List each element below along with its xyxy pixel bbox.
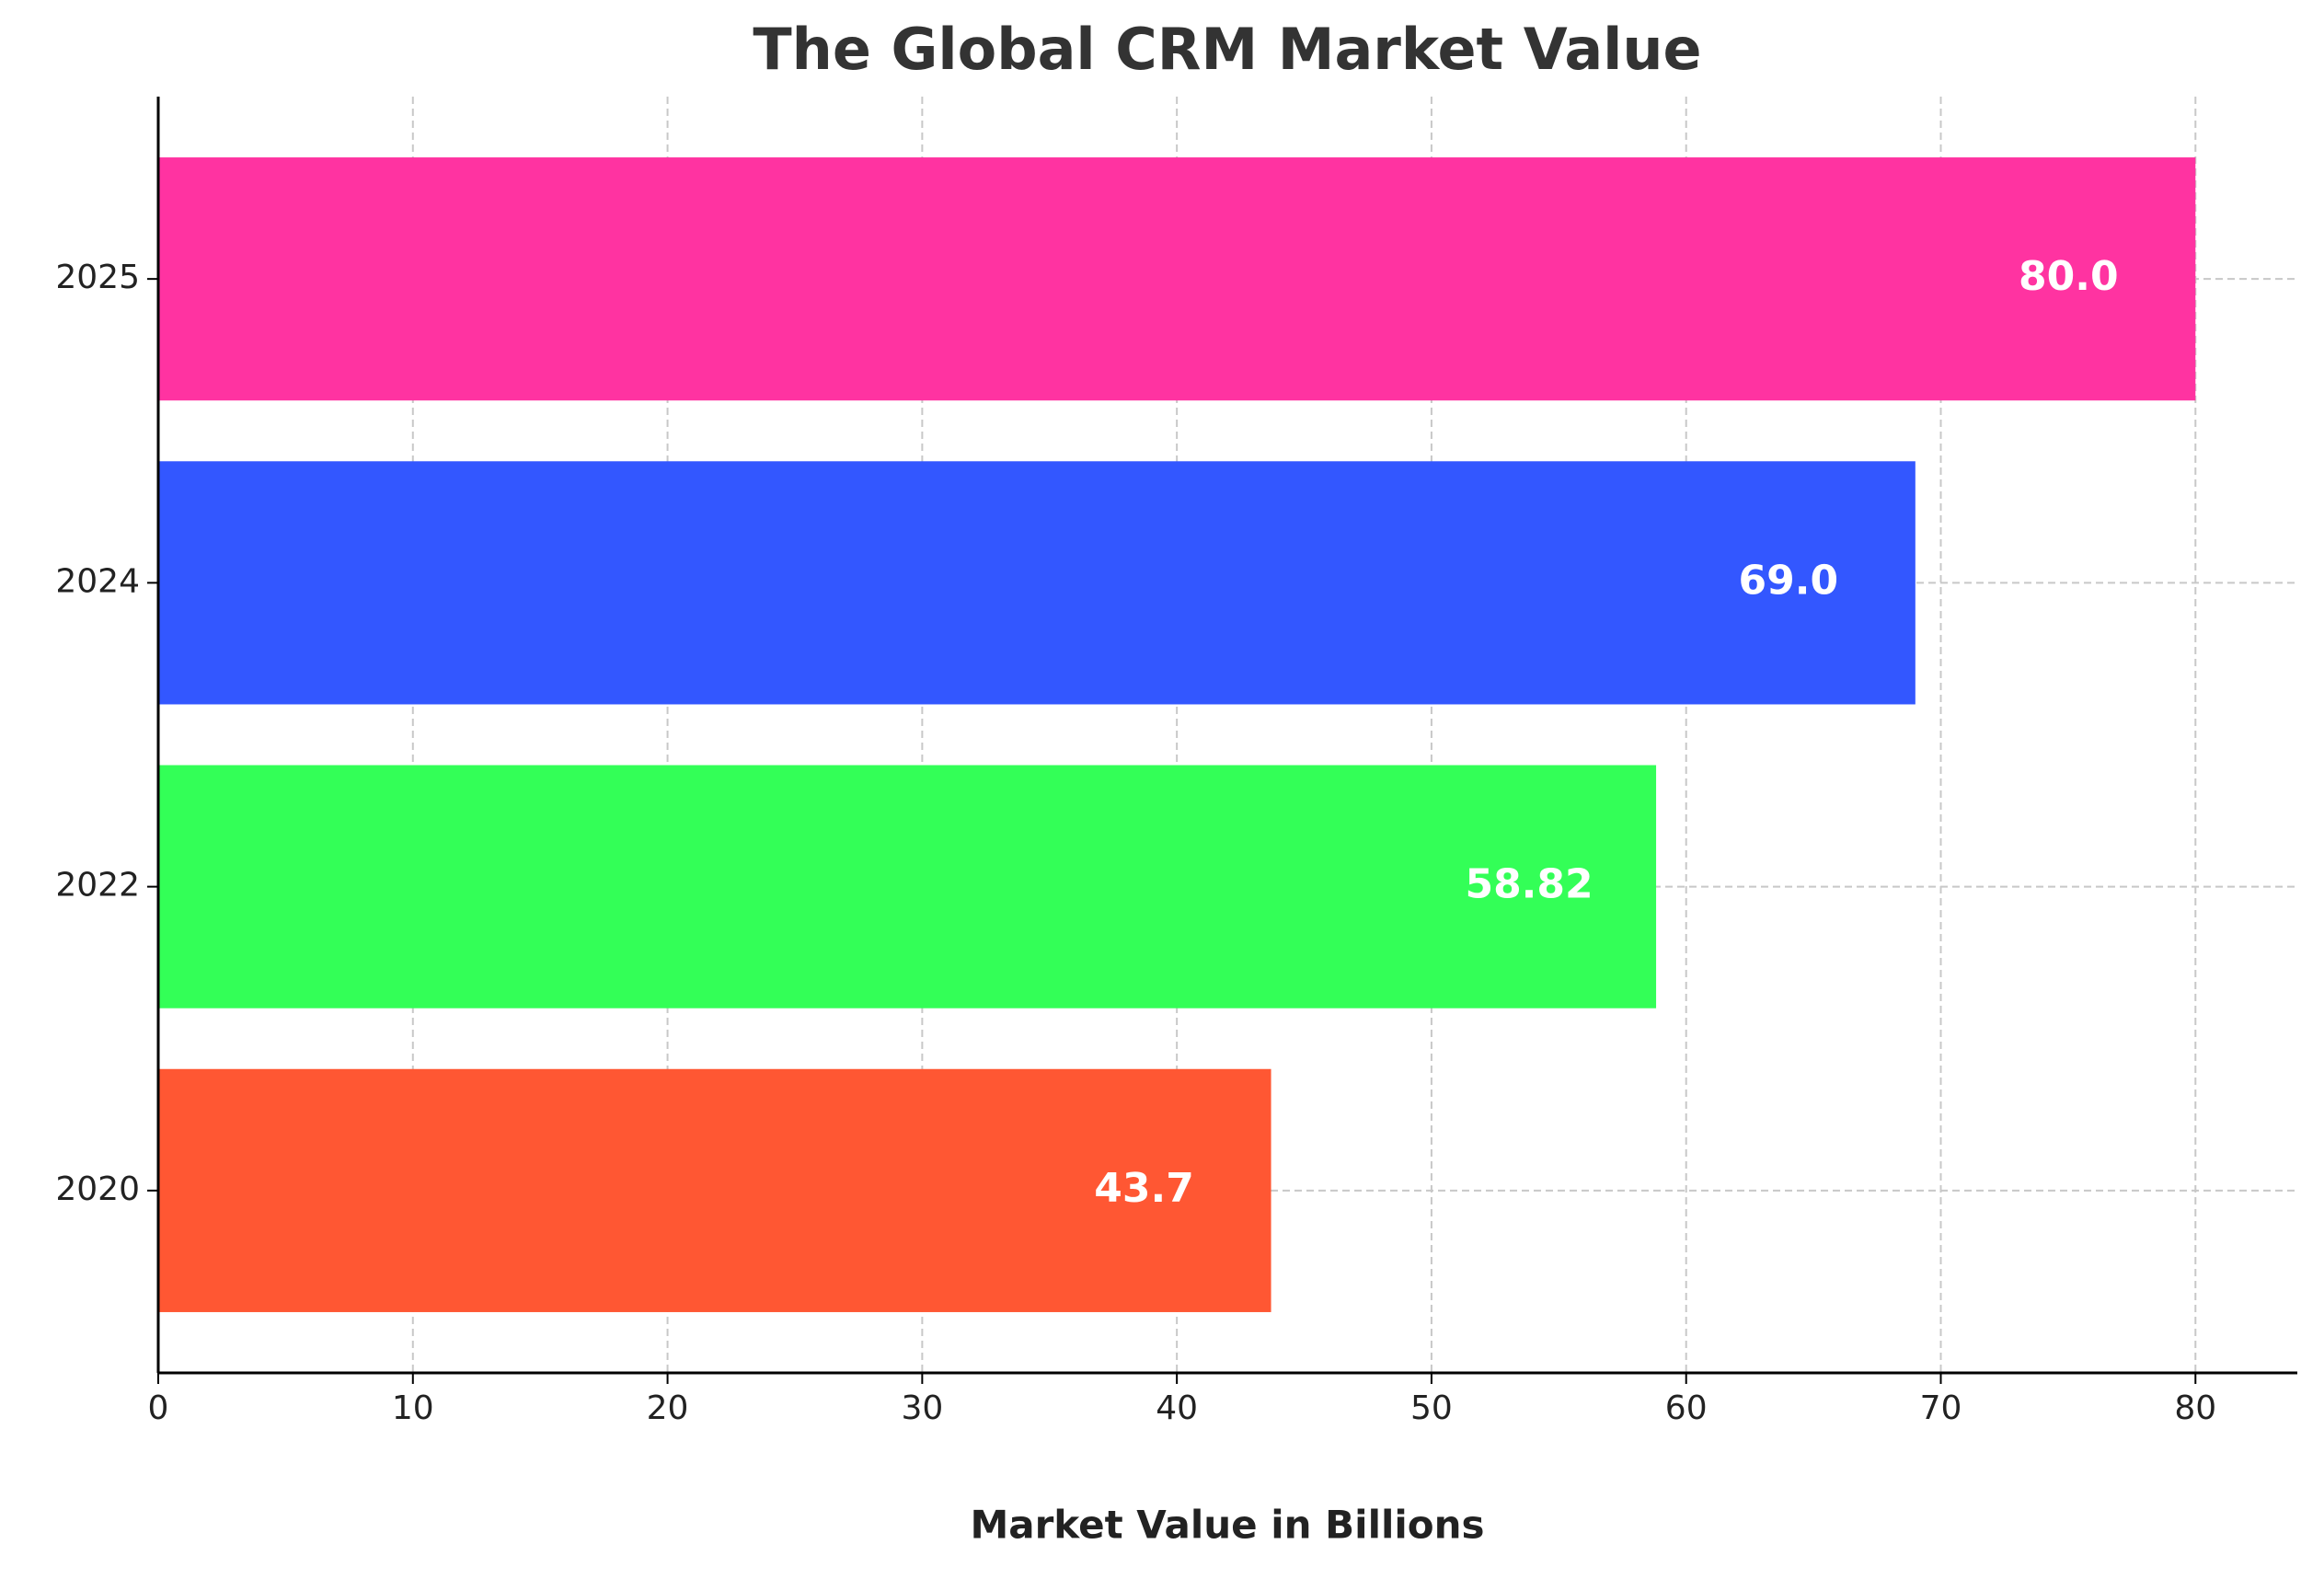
x-tick-label: 50: [1410, 1389, 1453, 1427]
value-label: 43.7: [1094, 1165, 1194, 1212]
x-tick-label: 60: [1665, 1389, 1708, 1427]
x-tick-label: 70: [1920, 1389, 1962, 1427]
x-tick-label: 40: [1156, 1389, 1198, 1427]
bar: [158, 1068, 1271, 1312]
value-label: 80.0: [2019, 253, 2119, 300]
x-tick-label: 20: [647, 1389, 689, 1427]
y-tick-label: 2024: [55, 562, 140, 600]
bar: [158, 461, 1916, 705]
bar: [158, 765, 1657, 1008]
y-tick-label: 2020: [55, 1170, 140, 1208]
x-tick-label: 30: [901, 1389, 943, 1427]
x-tick-label: 10: [392, 1389, 434, 1427]
x-axis-label: Market Value in Billions: [970, 1503, 1484, 1548]
y-tick-label: 2025: [55, 259, 140, 296]
value-label: 69.0: [1739, 557, 1839, 604]
chart-title: The Global CRM Market Value: [753, 16, 1701, 83]
x-tick-label: 0: [148, 1389, 169, 1427]
bar: [158, 157, 2196, 401]
y-tick-label: 2022: [55, 867, 140, 905]
value-label: 58.82: [1465, 861, 1593, 908]
x-tick-label: 80: [2174, 1389, 2216, 1427]
